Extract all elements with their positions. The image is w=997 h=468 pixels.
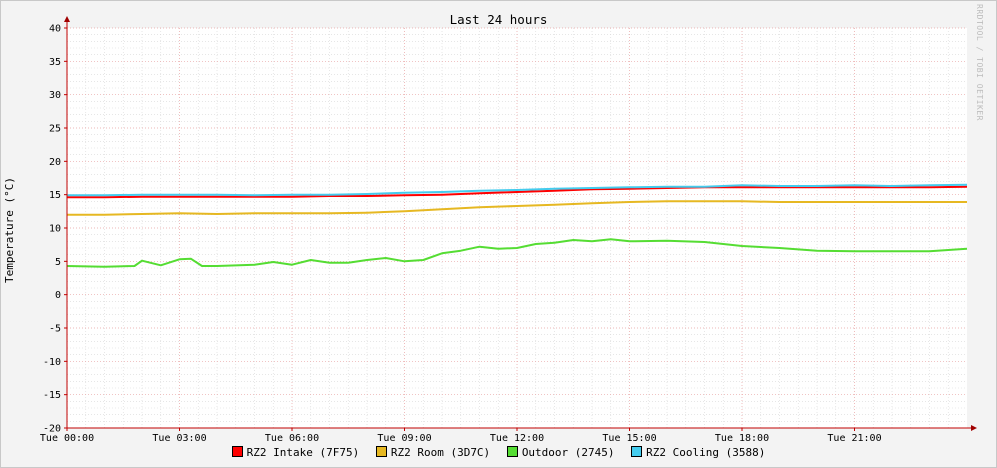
y-tick-label: -15 <box>43 390 61 401</box>
series-line-1 <box>67 185 968 199</box>
x-tick-label: Tue 09:00 <box>377 433 431 444</box>
legend-swatch-room <box>375 446 387 457</box>
x-tick-label: Tue 00:00 <box>40 433 94 444</box>
series-line-2 <box>67 200 967 216</box>
legend-label-outdoor: Outdoor (2745) <box>521 446 615 459</box>
y-tick-label: 15 <box>49 190 61 201</box>
legend-item-room: RZ2 Room (3D7C) <box>375 446 491 459</box>
series-line-3 <box>66 238 968 268</box>
y-tick-label: 30 <box>49 90 61 101</box>
chart-title: Last 24 hours <box>449 12 548 27</box>
x-tick-label: Tue 15:00 <box>602 433 656 444</box>
y-tick-label: 40 <box>49 24 61 35</box>
x-axis-arrow <box>971 425 977 431</box>
x-tick-label: Tue 12:00 <box>490 433 544 444</box>
y-tick-label: -20 <box>43 424 61 435</box>
y-tick-label: 10 <box>49 224 61 235</box>
y-tick-label: 20 <box>49 157 61 168</box>
legend-swatch-cooling <box>631 446 643 457</box>
y-tick-label: 5 <box>55 257 61 268</box>
legend-swatch-outdoor <box>506 446 518 457</box>
series-line-4 <box>67 183 968 197</box>
y-axis-arrow <box>64 16 70 22</box>
legend-label-cooling: RZ2 Cooling (3588) <box>646 446 766 459</box>
x-tick-label: Tue 18:00 <box>715 433 769 444</box>
y-tick-label: 25 <box>49 124 61 135</box>
y-tick-label: 35 <box>49 57 61 68</box>
legend-label-room: RZ2 Room (3D7C) <box>390 446 491 459</box>
legend-item-cooling: RZ2 Cooling (3588) <box>631 446 765 459</box>
rrdtool-watermark: RRDTOOL / TOBI OETIKER <box>975 4 984 121</box>
x-tick-label: Tue 21:00 <box>827 433 881 444</box>
legend: RZ2 Intake (7F75) RZ2 Room (3D7C) Outdoo… <box>0 446 997 459</box>
legend-swatch-intake <box>231 446 243 457</box>
legend-label-intake: RZ2 Intake (7F75) <box>246 446 360 459</box>
y-axis-label: Temperature (°C) <box>3 177 16 283</box>
legend-item-outdoor: Outdoor (2745) <box>506 446 615 459</box>
legend-item-intake: RZ2 Intake (7F75) <box>231 446 360 459</box>
x-tick-label: Tue 03:00 <box>152 433 206 444</box>
x-tick-label: Tue 06:00 <box>265 433 319 444</box>
y-tick-label: -10 <box>43 357 61 368</box>
y-tick-label: 0 <box>55 290 61 301</box>
y-tick-label: -5 <box>49 324 61 335</box>
